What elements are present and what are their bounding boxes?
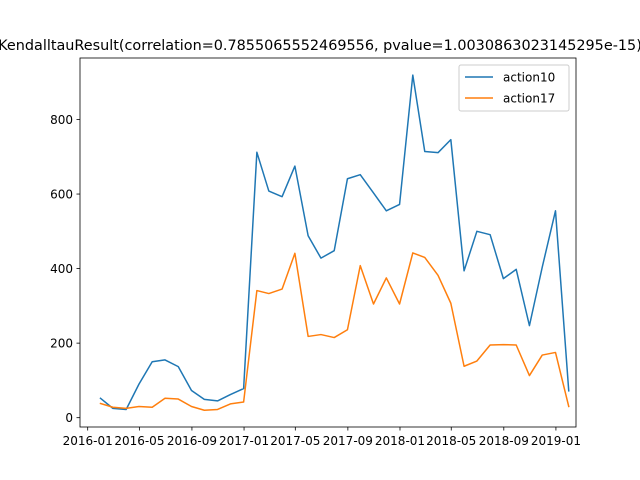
x-tick-label: 2016-01 [63, 434, 113, 448]
x-tick-label: 2017-09 [323, 434, 373, 448]
series-line-action10 [99, 74, 570, 411]
x-tick-label: 2017-01 [219, 434, 269, 448]
x-tick-label: 2018-05 [426, 434, 476, 448]
y-tick-label: 400 [50, 262, 73, 276]
x-tick-label: 2016-09 [167, 434, 217, 448]
y-tick-label: 600 [50, 187, 73, 201]
chart-title: KendalltauResult(correlation=0.785506555… [0, 38, 640, 54]
legend-label-action17: action17 [503, 91, 555, 105]
x-tick-label: 2018-09 [479, 434, 529, 448]
series-layer [99, 74, 570, 411]
series-line-action17 [99, 252, 570, 411]
x-tick-label: 2017-05 [270, 434, 320, 448]
y-tick-label: 0 [65, 411, 73, 425]
axes-frame [79, 57, 577, 428]
legend: action10 action17 [458, 64, 570, 112]
x-tick-label: 2016-05 [114, 434, 164, 448]
y-tick-label: 200 [50, 336, 73, 350]
x-tick-label: 2019-01 [531, 434, 581, 448]
x-tick-label: 2018-01 [375, 434, 425, 448]
y-tick-label: 800 [50, 113, 73, 127]
legend-label-action10: action10 [503, 70, 555, 84]
